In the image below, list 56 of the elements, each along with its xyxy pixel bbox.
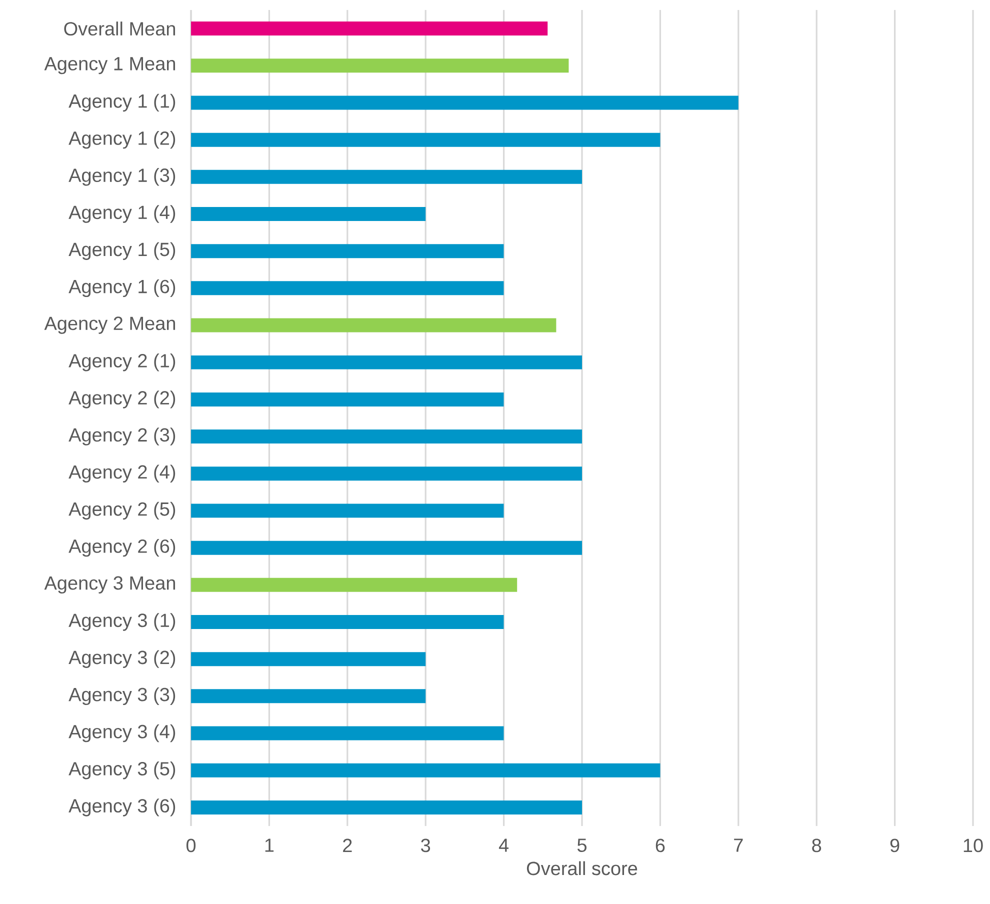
x-tick-label: 6 xyxy=(656,838,665,852)
y-tick-label: Agency 1 Mean xyxy=(44,57,176,74)
y-tick-label: Agency 2 (4) xyxy=(68,464,176,482)
y-tick-label: Agency 1 (3) xyxy=(68,168,176,186)
x-tick-label: 9 xyxy=(890,838,900,852)
bar xyxy=(191,800,582,814)
bar xyxy=(191,689,426,704)
y-tick-label: Agency 3 (1) xyxy=(68,613,176,631)
x-tick-label: 2 xyxy=(343,838,352,852)
bar xyxy=(191,318,556,332)
y-tick-label: Agency 1 (2) xyxy=(68,130,176,149)
bar xyxy=(191,504,504,518)
bar xyxy=(191,281,504,296)
bar xyxy=(191,206,426,221)
bar xyxy=(191,58,569,73)
bar xyxy=(191,540,582,555)
y-tick-label: Agency 2 Mean xyxy=(44,316,176,334)
bar xyxy=(191,355,582,370)
y-tick-label: Agency 3 (6) xyxy=(68,798,176,816)
bar xyxy=(191,652,426,666)
x-tick-label: 0 xyxy=(186,838,196,852)
bar xyxy=(191,392,504,406)
x-tick-label: 5 xyxy=(577,838,587,852)
bar xyxy=(191,22,548,36)
y-tick-label: Agency 1 (5) xyxy=(68,242,176,260)
y-tick-label: Agency 1 (6) xyxy=(68,279,176,298)
y-tick-label: Agency 2 (5) xyxy=(68,502,176,520)
y-tick-label: Agency 3 (3) xyxy=(68,687,176,706)
y-tick-label: Agency 2 (1) xyxy=(68,354,176,372)
x-tick-label: 7 xyxy=(734,838,743,852)
y-tick-label: Agency 3 (5) xyxy=(68,762,176,780)
x-tick-label: 4 xyxy=(498,838,509,852)
y-tick-label: Agency 2 (3) xyxy=(68,428,176,446)
bar xyxy=(191,96,738,110)
bar xyxy=(191,170,582,184)
x-axis-title: Overall score xyxy=(526,861,638,876)
bar xyxy=(191,578,518,592)
y-tick-label: Agency 3 Mean xyxy=(44,576,176,594)
y-tick-label: Agency 3 (4) xyxy=(68,724,176,742)
x-tick-label: 8 xyxy=(812,838,822,852)
y-tick-label: Agency 1 (4) xyxy=(68,205,176,223)
x-tick-label: 1 xyxy=(265,838,274,852)
bar xyxy=(191,763,660,778)
bar xyxy=(191,466,582,481)
bar xyxy=(191,726,504,740)
y-tick-label: Agency 1 (1) xyxy=(68,94,176,112)
y-tick-label: Agency 3 (2) xyxy=(68,650,176,668)
y-tick-label: Agency 2 (6) xyxy=(68,538,176,557)
bar xyxy=(191,244,504,258)
bar xyxy=(191,132,660,147)
bar xyxy=(191,430,582,444)
y-tick-label: Agency 2 (2) xyxy=(68,390,176,408)
bar xyxy=(191,615,504,629)
x-tick-label: 10 xyxy=(964,838,983,852)
x-tick-label: 3 xyxy=(421,838,430,852)
y-tick-label: Overall Mean xyxy=(64,22,176,36)
